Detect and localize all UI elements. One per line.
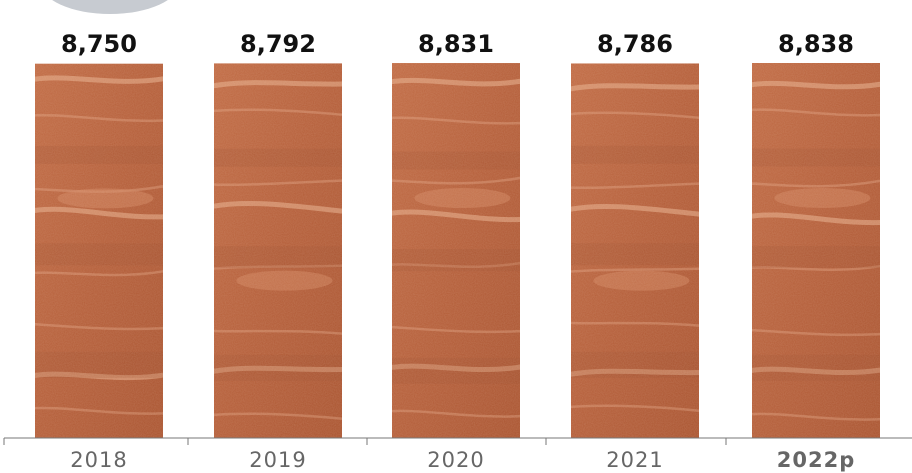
bar-2019 xyxy=(214,63,342,438)
bar-2020 xyxy=(392,63,520,438)
bar-2018 xyxy=(35,63,163,438)
value-labels-layer: 8,750 8,792 8,831 8,786 8,838 xyxy=(61,30,854,58)
category-label-2019: 2019 xyxy=(249,448,306,472)
x-axis-ticks xyxy=(3,438,727,445)
value-label-2022p: 8,838 xyxy=(778,30,854,58)
category-labels-layer: 2018 2019 2020 2021 2022p xyxy=(70,448,855,472)
bar-2022p xyxy=(752,63,880,438)
bar-2021 xyxy=(571,63,699,438)
category-label-2018: 2018 xyxy=(70,448,127,472)
value-label-2021: 8,786 xyxy=(597,30,673,58)
value-label-2018: 8,750 xyxy=(61,30,137,58)
category-label-2022p: 2022p xyxy=(777,448,855,472)
decorative-blob xyxy=(52,0,168,14)
category-label-2021: 2021 xyxy=(606,448,663,472)
value-label-2020: 8,831 xyxy=(418,30,494,58)
category-label-2020: 2020 xyxy=(427,448,484,472)
value-label-2019: 8,792 xyxy=(240,30,316,58)
bars-layer xyxy=(35,63,880,438)
